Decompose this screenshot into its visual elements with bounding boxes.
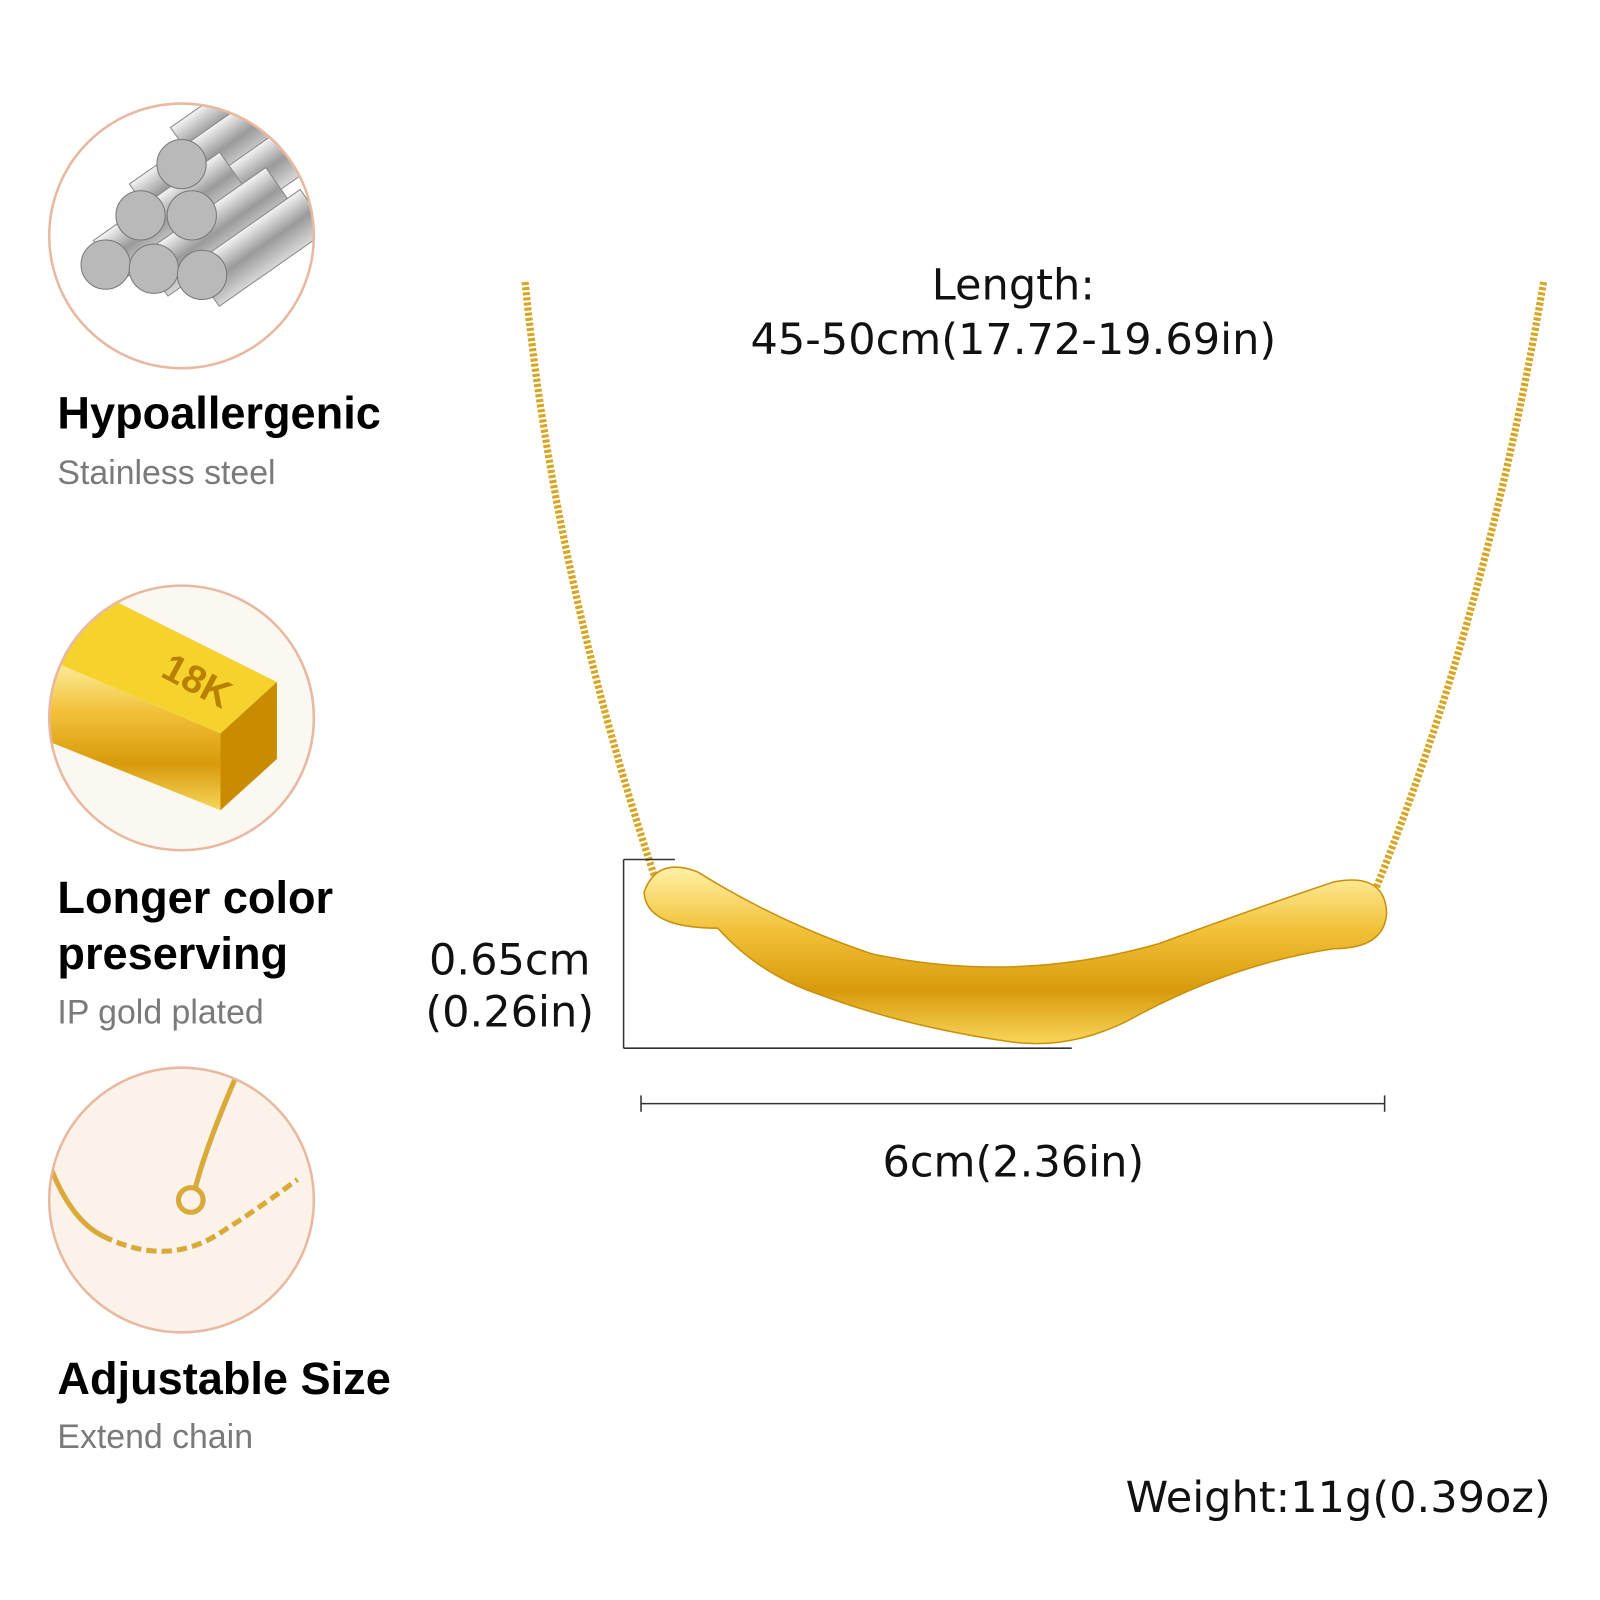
feature-title: Adjustable Size: [57, 1353, 390, 1404]
length-label: Length:: [932, 260, 1095, 310]
height-bracket: [622, 858, 1072, 1049]
length-value: 45-50cm(17.72-19.69in): [750, 315, 1276, 365]
width-measure-line: [640, 1095, 1386, 1112]
weight-value: Weight:11g(0.39oz): [1126, 1473, 1551, 1523]
feature-title-line2: preserving: [57, 928, 288, 979]
necklace-image: [521, 281, 1548, 1045]
feature-subtitle: Stainless steel: [57, 454, 275, 492]
feature-subtitle: Extend chain: [57, 1418, 253, 1456]
feature-title: Hypoallergenic: [57, 388, 380, 439]
feature-title: Longer color: [57, 872, 333, 923]
gold-bar-icon: 18K: [47, 584, 316, 852]
height-in: (0.26in): [425, 988, 594, 1038]
height-cm: 0.65cm: [429, 935, 591, 985]
steel-rods-icon: [47, 102, 316, 370]
extension-chain-icon: [47, 1066, 316, 1334]
width-value: 6cm(2.36in): [882, 1137, 1144, 1187]
feature-subtitle: IP gold plated: [57, 994, 263, 1032]
